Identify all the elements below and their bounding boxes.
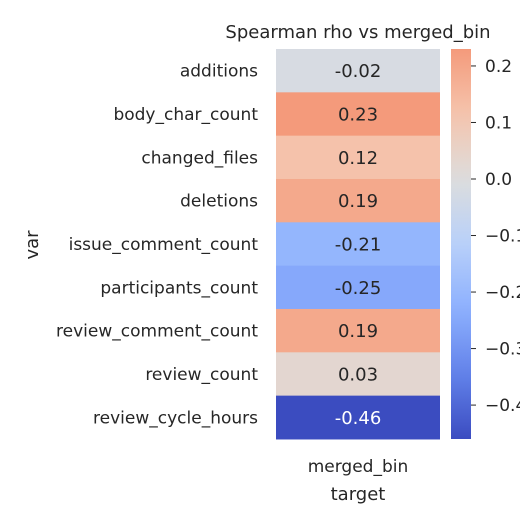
row-label: participants_count xyxy=(100,278,258,298)
chart-title: Spearman rho vs merged_bin xyxy=(225,22,490,43)
row-label: review_cycle_hours xyxy=(93,408,258,428)
row-label: changed_files xyxy=(141,148,258,168)
colorbar-tick-label: 0.2 xyxy=(485,57,512,77)
cell-value-label: -0.25 xyxy=(335,278,382,299)
heatmap-cell xyxy=(276,92,440,137)
heatmap-cell xyxy=(276,352,440,397)
colorbar xyxy=(451,49,471,439)
row-label: deletions xyxy=(180,192,258,212)
heatmap-cells: -0.02 0.23 0.12 0.19 -0.21 -0.25 0.19 0.03 -0.46 xyxy=(276,49,440,440)
cell-value-label: -0.46 xyxy=(335,408,382,429)
cell-value-label: 0.03 xyxy=(338,364,378,385)
heatmap-cell xyxy=(276,265,440,310)
cell-value-label: -0.21 xyxy=(335,234,382,255)
x-axis-label: target xyxy=(331,484,386,505)
heatmap-cell xyxy=(276,395,440,440)
cell-value-label: 0.23 xyxy=(338,104,378,125)
heatmap-cell xyxy=(276,135,440,180)
cell-value-label: 0.19 xyxy=(338,321,378,342)
colorbar-tick-label: −0.1 xyxy=(485,227,520,247)
row-label: additions xyxy=(180,62,258,82)
colorbar-tick-label: 0.1 xyxy=(485,113,512,133)
heatmap-cell xyxy=(276,178,440,223)
row-label: issue_comment_count xyxy=(69,235,259,255)
heatmap-cell xyxy=(276,308,440,353)
y-axis-label: var xyxy=(22,230,43,260)
row-labels: additions body_char_count changed_filesdel… xyxy=(56,62,258,429)
cell-value-label: -0.02 xyxy=(335,61,382,82)
heatmap-cell xyxy=(276,49,440,93)
cell-value-label: 0.19 xyxy=(338,191,378,212)
colorbar-ticks: 0.2 0.1 0.0 −0.1 −0.2 −0.3 −0.4 xyxy=(471,57,520,416)
column-labels: merged_bin xyxy=(308,457,409,477)
cell-value-label: 0.12 xyxy=(338,148,378,169)
colorbar-tick-label: −0.3 xyxy=(485,340,520,360)
colorbar-tick-label: −0.2 xyxy=(485,283,520,303)
row-label: body_char_count xyxy=(113,105,258,125)
row-label: review_count xyxy=(145,365,258,385)
heatmap-cell xyxy=(276,222,440,267)
column-label: merged_bin xyxy=(308,457,409,477)
colorbar-tick-label: 0.0 xyxy=(485,170,512,190)
colorbar-tick-label: −0.4 xyxy=(485,396,520,416)
row-label: review_comment_count xyxy=(56,322,258,342)
